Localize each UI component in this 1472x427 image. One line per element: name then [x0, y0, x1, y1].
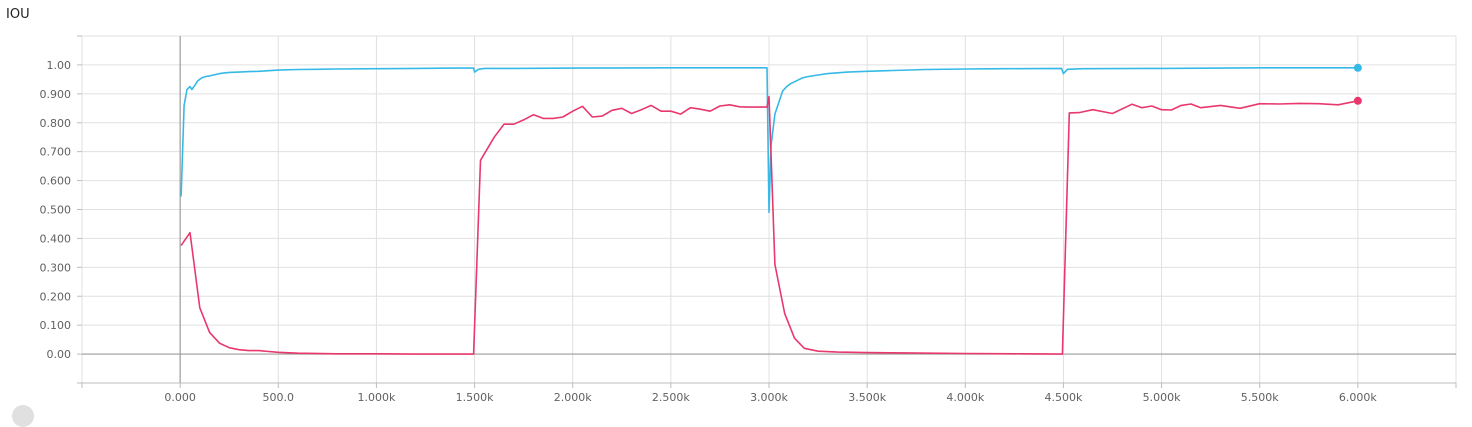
x-tick-label: 3.500k: [848, 391, 886, 404]
series-endpoint-1: [1353, 96, 1362, 105]
y-tick-label: 0.600: [40, 175, 72, 188]
y-tick-label: 1.00: [47, 59, 72, 72]
series-endpoint-0: [1353, 63, 1362, 72]
y-tick-label: 0.00: [47, 348, 72, 361]
x-tick-label: 4.500k: [1044, 391, 1082, 404]
x-tick-label: 2.500k: [652, 391, 690, 404]
x-tick-label: 1.000k: [357, 391, 395, 404]
y-tick-label: 0.400: [40, 232, 72, 245]
y-tick-label: 0.200: [40, 290, 72, 303]
chart-svg: 0.000 500.0 1.000k 1.500k 2.000k 2.500k 3.000k…: [40, 35, 1457, 404]
y-tick-label: 0.300: [40, 261, 72, 274]
y-tick-label: 0.100: [40, 319, 72, 332]
y-tick-label: 0.800: [40, 117, 72, 130]
x-tick-label: 2.000k: [554, 391, 592, 404]
x-tick-label: 5.000k: [1143, 391, 1181, 404]
label-layer: 0.000 500.0 1.000k 1.500k 2.000k 2.500k 3.000k…: [40, 59, 1378, 404]
series-line-0: [180, 67, 1358, 214]
series-line-1: [180, 95, 1359, 355]
series-layer: [180, 63, 1362, 355]
chart-title: IOU: [6, 7, 30, 22]
x-tick-label: 4.000k: [946, 391, 984, 404]
x-tick-label: 500.0: [263, 391, 295, 404]
x-tick-label: 0.000: [164, 391, 196, 404]
y-tick-label: 0.700: [40, 146, 72, 159]
toggle-button-partial[interactable]: [12, 405, 34, 427]
x-tick-label: 6.000k: [1339, 391, 1377, 404]
y-tick-label: 0.900: [40, 88, 72, 101]
x-tick-label: 3.000k: [750, 391, 788, 404]
x-tick-label: 5.500k: [1241, 391, 1279, 404]
x-tick-label: 1.500k: [456, 391, 494, 404]
y-tick-label: 0.500: [40, 204, 72, 217]
